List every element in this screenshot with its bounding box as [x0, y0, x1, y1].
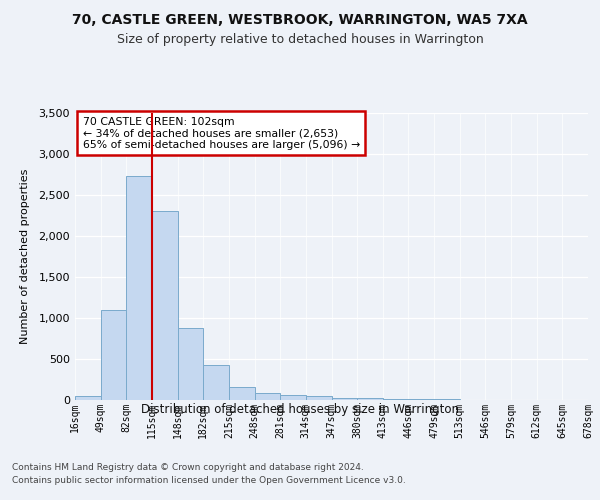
Bar — [331, 398, 357, 400]
Bar — [357, 398, 383, 400]
Bar — [152, 211, 178, 400]
Text: 70, CASTLE GREEN, WESTBROOK, WARRINGTON, WA5 7XA: 70, CASTLE GREEN, WESTBROOK, WARRINGTON,… — [72, 12, 528, 26]
Text: Size of property relative to detached houses in Warrington: Size of property relative to detached ho… — [116, 32, 484, 46]
Text: 70 CASTLE GREEN: 102sqm
← 34% of detached houses are smaller (2,653)
65% of semi: 70 CASTLE GREEN: 102sqm ← 34% of detache… — [83, 117, 360, 150]
Bar — [178, 328, 203, 400]
Text: Contains HM Land Registry data © Crown copyright and database right 2024.: Contains HM Land Registry data © Crown c… — [12, 462, 364, 471]
Bar — [101, 310, 127, 400]
Bar — [280, 395, 306, 400]
Bar — [127, 176, 152, 400]
Bar — [409, 399, 434, 400]
Text: Distribution of detached houses by size in Warrington: Distribution of detached houses by size … — [141, 402, 459, 415]
Y-axis label: Number of detached properties: Number of detached properties — [20, 168, 30, 344]
Bar — [306, 396, 331, 400]
Bar — [383, 399, 409, 400]
Text: Contains public sector information licensed under the Open Government Licence v3: Contains public sector information licen… — [12, 476, 406, 485]
Bar — [229, 387, 254, 400]
Bar — [75, 396, 101, 400]
Bar — [203, 364, 229, 400]
Bar — [254, 392, 280, 400]
